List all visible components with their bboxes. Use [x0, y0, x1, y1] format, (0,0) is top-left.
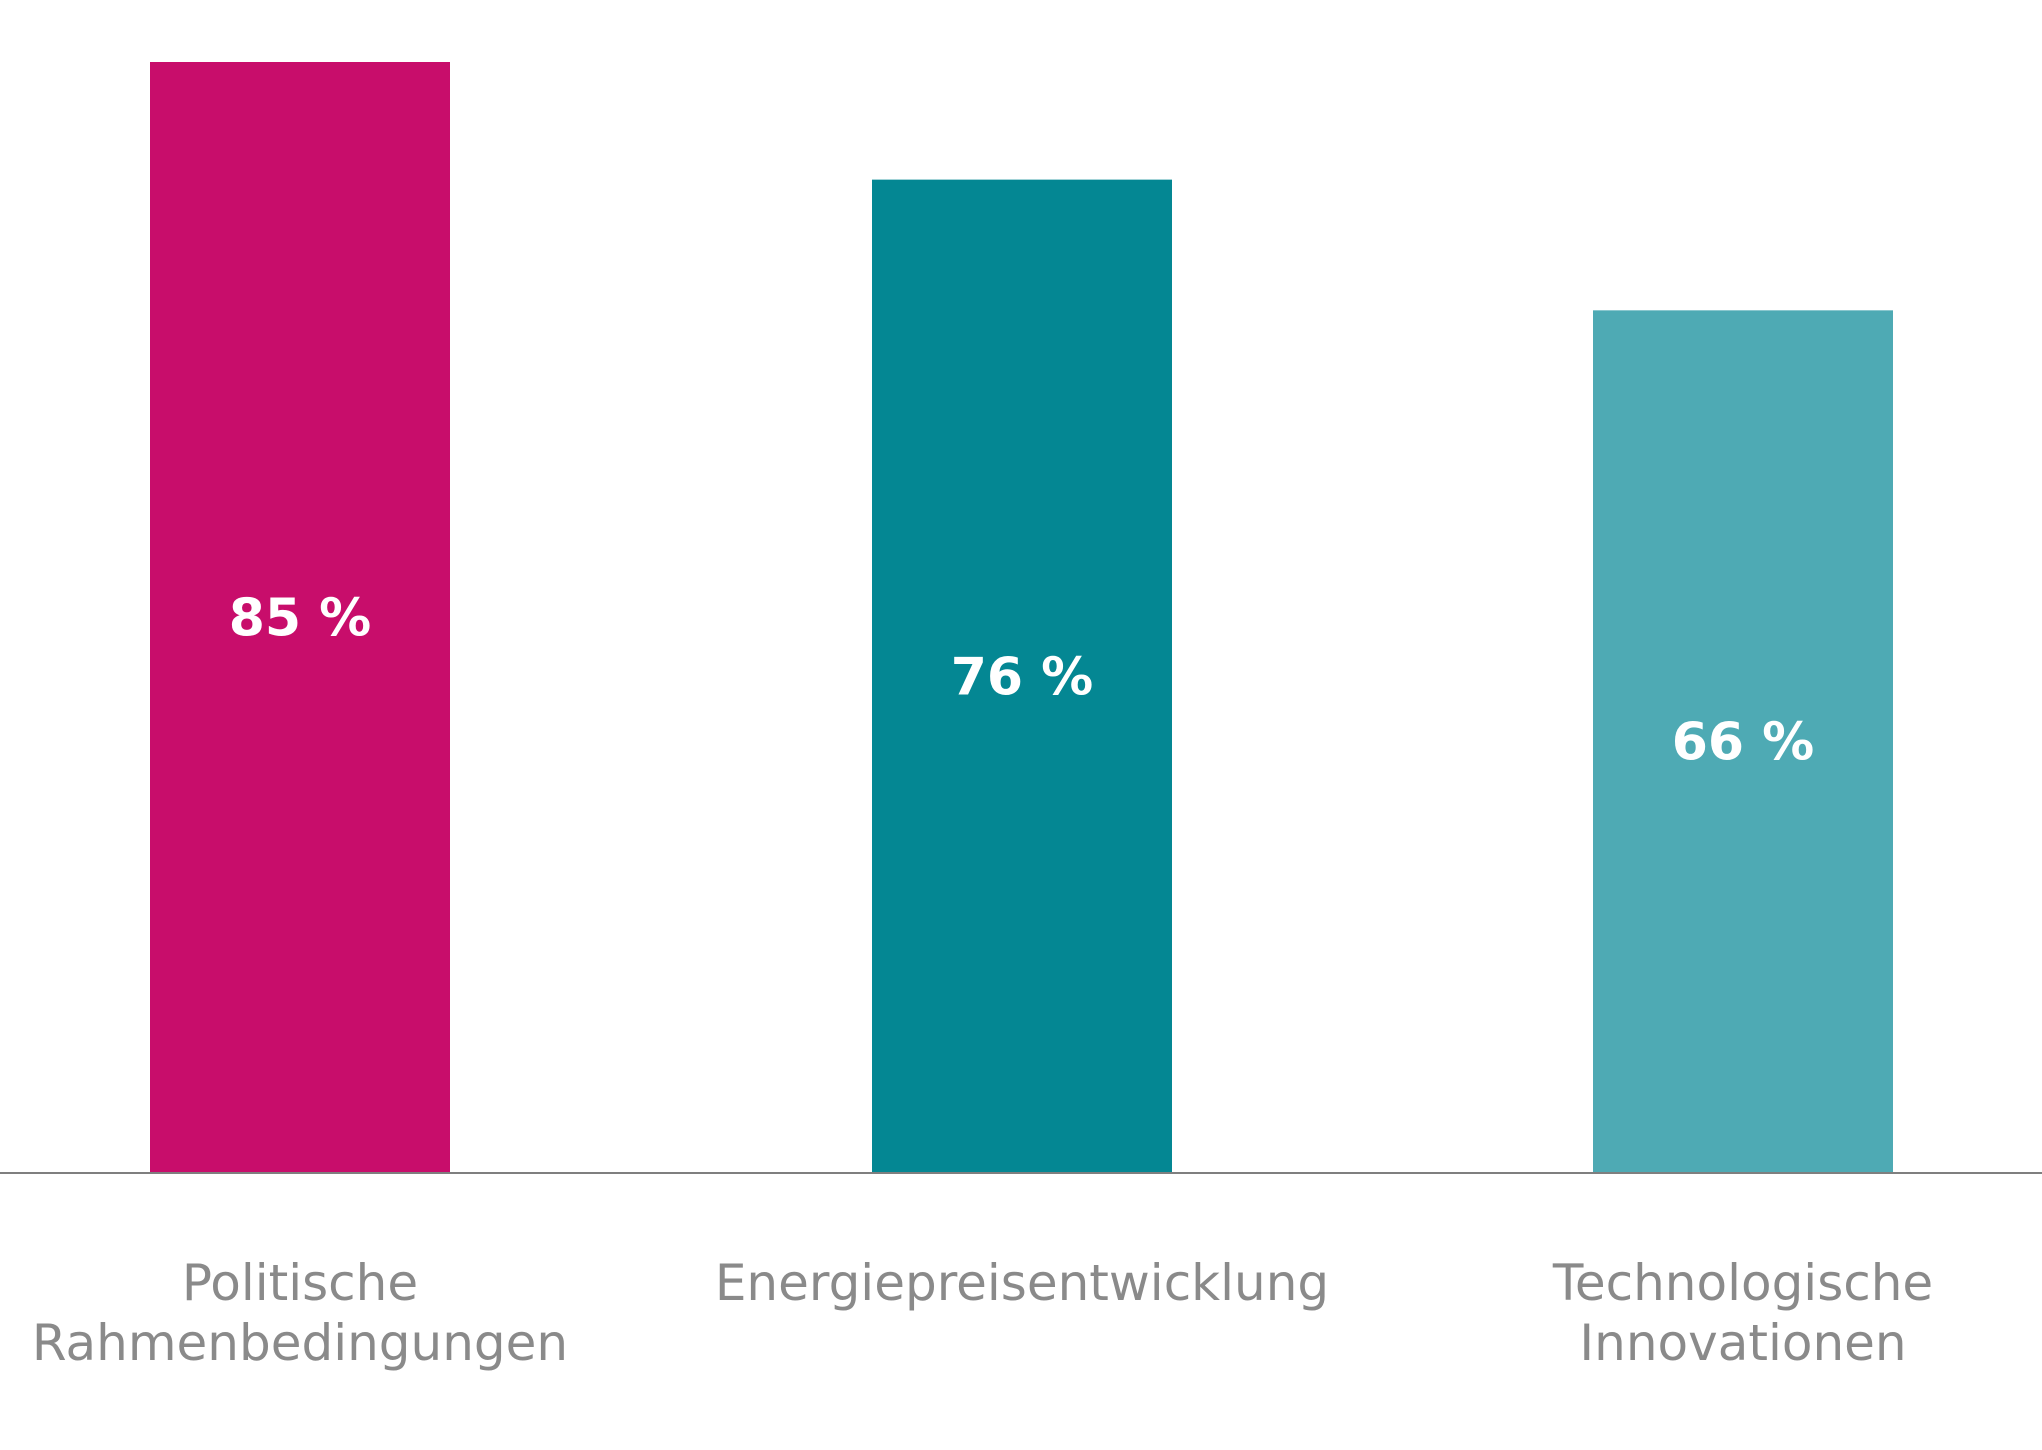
bar-3 [1593, 310, 1893, 1173]
value-label-2: 76 % [951, 647, 1094, 707]
bar-1 [150, 62, 450, 1173]
category-label-2-line-1: Energiepreisentwicklung [715, 1254, 1329, 1312]
category-label-1-line-1: Politische [182, 1254, 418, 1312]
category-label-3-line-2: Innovationen [1579, 1314, 1906, 1372]
bar-2 [872, 179, 1172, 1173]
value-labels-layer: 85 % 76 % 66 % [229, 589, 1815, 773]
value-label-3: 66 % [1672, 713, 1815, 773]
category-label-1-line-2: Rahmenbedingungen [32, 1314, 568, 1372]
value-label-1: 85 % [229, 589, 372, 649]
bars-layer [150, 62, 1893, 1173]
category-label-3-line-1: Technologische [1552, 1254, 1933, 1312]
